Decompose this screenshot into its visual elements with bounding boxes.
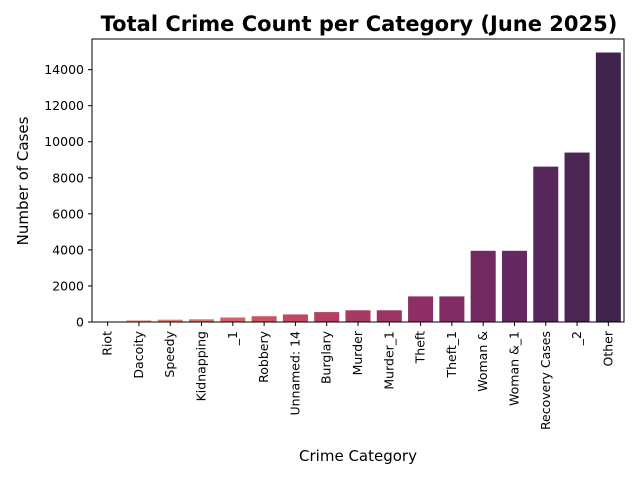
x-tick-label-6: Unnamed: 14 <box>287 331 302 416</box>
bar-6 <box>282 314 308 322</box>
x-tick-label-4: _1 <box>225 331 240 346</box>
x-tick-label-11: Theft_1 <box>444 331 459 379</box>
x-axis: Riot Dacoity Speedy Kidnapping _1 Robbery Unna… <box>100 322 615 430</box>
bar-11 <box>439 296 465 322</box>
x-tick-label-15: _2 <box>569 331 584 346</box>
x-tick-label-1: Dacoity <box>131 330 146 378</box>
x-tick-label-7: Burglary <box>319 330 334 384</box>
x-tick-label-10: Theft <box>413 331 428 364</box>
y-tick-label-7: 14000 <box>44 62 84 77</box>
y-tick-label-4: 8000 <box>52 170 84 185</box>
x-tick-label-0: Riot <box>100 331 115 356</box>
y-tick-label-2: 4000 <box>52 242 84 257</box>
y-tick-label-3: 6000 <box>52 206 84 221</box>
bar-8 <box>345 310 371 322</box>
bar-3 <box>189 319 215 322</box>
x-tick-label-3: Kidnapping <box>194 331 209 401</box>
y-tick-label-0: 0 <box>76 315 84 330</box>
x-tick-label-9: Murder_1 <box>381 331 396 390</box>
bar-9 <box>376 310 402 322</box>
bar-7 <box>314 312 340 322</box>
y-axis: 0 2000 4000 6000 8000 10000 12000 14000 <box>44 62 92 330</box>
y-tick-label-1: 2000 <box>52 278 84 293</box>
bar-group <box>95 52 621 323</box>
plot-frame <box>91 38 625 323</box>
x-axis-label: Crime Category <box>299 447 417 465</box>
bar-2 <box>157 319 183 322</box>
bar-13 <box>501 250 527 322</box>
x-tick-label-14: Recovery Cases <box>538 331 553 430</box>
bar-16 <box>595 52 621 323</box>
y-axis-label: Number of Cases <box>14 116 32 245</box>
bar-5 <box>251 316 277 322</box>
chart-title: Total Crime Count per Category (June 202… <box>101 12 618 36</box>
bar-1 <box>126 320 152 322</box>
bar-10 <box>408 296 434 322</box>
x-tick-label-16: Other <box>600 330 615 366</box>
x-tick-label-5: Robbery <box>256 330 271 382</box>
y-tick-label-5: 10000 <box>44 134 84 149</box>
x-tick-label-13: Woman &_1 <box>506 331 521 406</box>
x-tick-label-12: Woman & <box>475 331 490 392</box>
bar-12 <box>470 250 496 322</box>
bar-14 <box>533 166 559 322</box>
x-tick-label-2: Speedy <box>162 330 177 377</box>
bar-15 <box>564 152 590 322</box>
bar-4 <box>220 317 246 322</box>
y-tick-label-6: 12000 <box>44 98 84 113</box>
x-tick-label-8: Murder <box>350 330 365 375</box>
